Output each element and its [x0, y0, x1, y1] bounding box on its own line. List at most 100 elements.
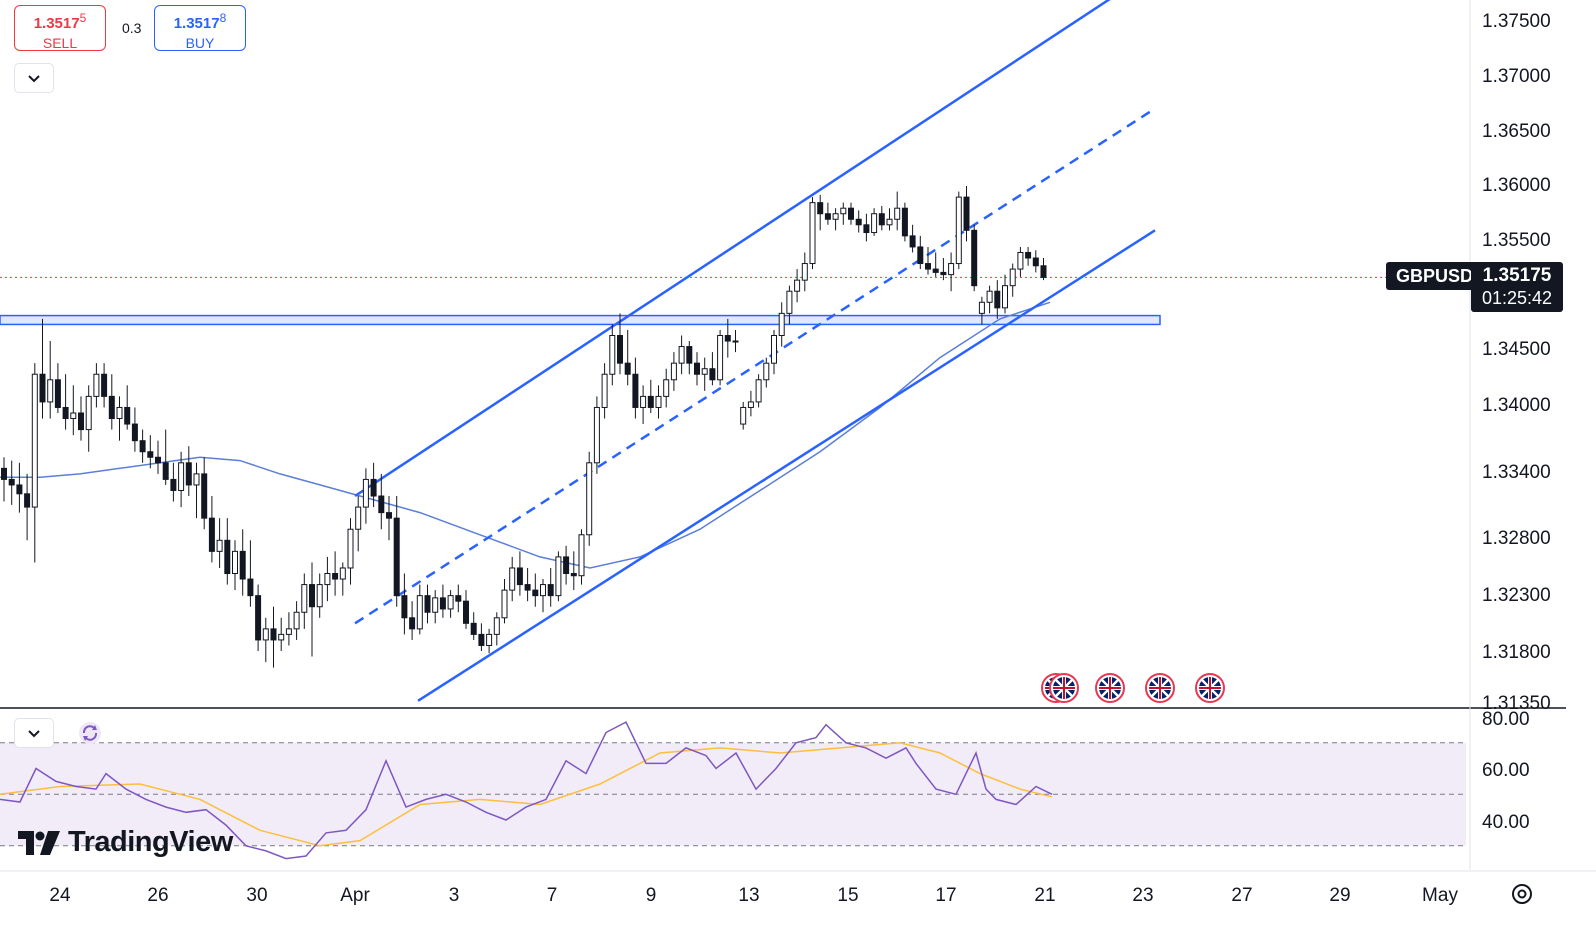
refresh-icon[interactable] [78, 721, 102, 745]
candle-body [909, 235, 916, 248]
buy-price: 1.3517 [173, 15, 220, 32]
candle-body [301, 584, 308, 613]
candle-body [386, 512, 392, 519]
uk-flag-icon[interactable] [1095, 673, 1125, 703]
price-tick-label: 1.32800 [1482, 528, 1551, 549]
sell-button[interactable]: 1.35175 SELL [14, 5, 106, 51]
date-axis[interactable]: 24 26 30 Apr 3 7 9 13 15 17 21 23 27 29 May [49, 885, 1458, 906]
gear-icon[interactable] [1509, 881, 1535, 907]
uk-flag-icon[interactable] [1195, 673, 1225, 703]
candle-body [131, 423, 138, 442]
candle-body [139, 440, 146, 453]
candle-body [532, 589, 539, 597]
rsi-ma-line [0, 742, 1053, 847]
support-zone[interactable] [0, 314, 1161, 326]
candle-body [62, 406, 69, 420]
candle-body [686, 346, 693, 364]
candle-body [339, 567, 346, 580]
candle-body [78, 412, 84, 431]
candle-body [755, 379, 762, 403]
candle-body [724, 335, 731, 342]
candle-body [47, 379, 54, 403]
candle-body [470, 622, 477, 635]
date-tick-label: 26 [147, 885, 168, 906]
candle-body [370, 478, 377, 497]
candle-body [694, 362, 700, 375]
candle-body [948, 263, 955, 276]
uk-flag-icon[interactable] [1145, 673, 1175, 703]
candle-body [108, 395, 115, 420]
candle-body [863, 224, 870, 234]
main-pane-collapse-button[interactable] [14, 63, 54, 93]
spread-value: 0.3 [122, 20, 142, 36]
date-tick-label: 21 [1034, 885, 1055, 906]
candle-body [170, 478, 177, 491]
candle-body [932, 268, 939, 273]
candle-body [493, 617, 500, 635]
price-tick-label: 1.31800 [1482, 642, 1551, 663]
candle-body [986, 290, 993, 303]
candle-body [894, 207, 901, 220]
tradingview-logo-icon [18, 830, 60, 855]
candle-body [316, 584, 323, 608]
tradingview-logo[interactable]: TradingView [18, 826, 233, 859]
rsi-pane-collapse-button[interactable] [14, 718, 54, 748]
candle-body [632, 373, 639, 408]
candle-body [39, 373, 46, 403]
candle-body [1025, 251, 1032, 259]
rsi-tick-label: 80.00 [1482, 709, 1530, 730]
candle-body [439, 597, 446, 610]
symbol-tag: GBPUSD [1386, 262, 1484, 290]
candle-body [848, 207, 854, 220]
buy-price-pip: 8 [219, 11, 227, 25]
candle-body [8, 478, 15, 486]
sell-label: SELL [42, 35, 78, 51]
candle-body [147, 451, 154, 458]
candle-body [486, 633, 493, 646]
price-tick-label: 1.34500 [1482, 339, 1551, 360]
candle-body [886, 218, 893, 226]
buy-label: BUY [185, 35, 215, 51]
candle-body [31, 373, 38, 508]
sell-price-pip: 5 [79, 11, 87, 25]
price-axis[interactable]: 1.37500 1.37000 1.36500 1.36000 1.35500 1.345… [1482, 11, 1551, 714]
uk-flag-icon[interactable] [1049, 673, 1079, 703]
regression-channel[interactable] [354, 0, 1156, 702]
rsi-axis: 80.00 60.00 40.00 [1482, 709, 1530, 833]
candle-body [809, 202, 816, 265]
candle-body [355, 506, 362, 530]
candle-body [771, 335, 777, 364]
candle-body [278, 633, 285, 641]
price-tick-label: 1.34000 [1482, 395, 1551, 416]
candle-body [971, 229, 978, 287]
candle-body [840, 207, 847, 215]
candle-body [362, 478, 369, 508]
candle-body [601, 373, 608, 408]
candle-body [501, 589, 508, 619]
candle-body [824, 213, 831, 220]
candle-body [1002, 285, 1008, 309]
candle-body [393, 517, 400, 597]
rsi-tick-label: 40.00 [1482, 812, 1530, 833]
price-tick-label: 1.32300 [1482, 585, 1551, 606]
candle-body [178, 462, 185, 491]
price-tick-label: 1.37000 [1482, 66, 1551, 87]
candle-body [855, 218, 862, 226]
candle-body [717, 335, 724, 381]
candles [1, 186, 1047, 668]
candle-body [447, 595, 454, 610]
candle-body [578, 534, 585, 577]
candle-body [617, 335, 623, 364]
ma-path [0, 301, 1051, 569]
candle-body [162, 462, 169, 480]
economic-events[interactable] [1041, 673, 1225, 703]
candle-body [409, 617, 416, 630]
candle-body [994, 290, 1001, 309]
candle-body [432, 597, 439, 613]
chevron-down-icon [28, 729, 40, 737]
candle-body [478, 633, 485, 646]
buy-button[interactable]: 1.35178 BUY [154, 5, 246, 51]
candle-body [516, 567, 523, 586]
candle-body [917, 246, 924, 265]
